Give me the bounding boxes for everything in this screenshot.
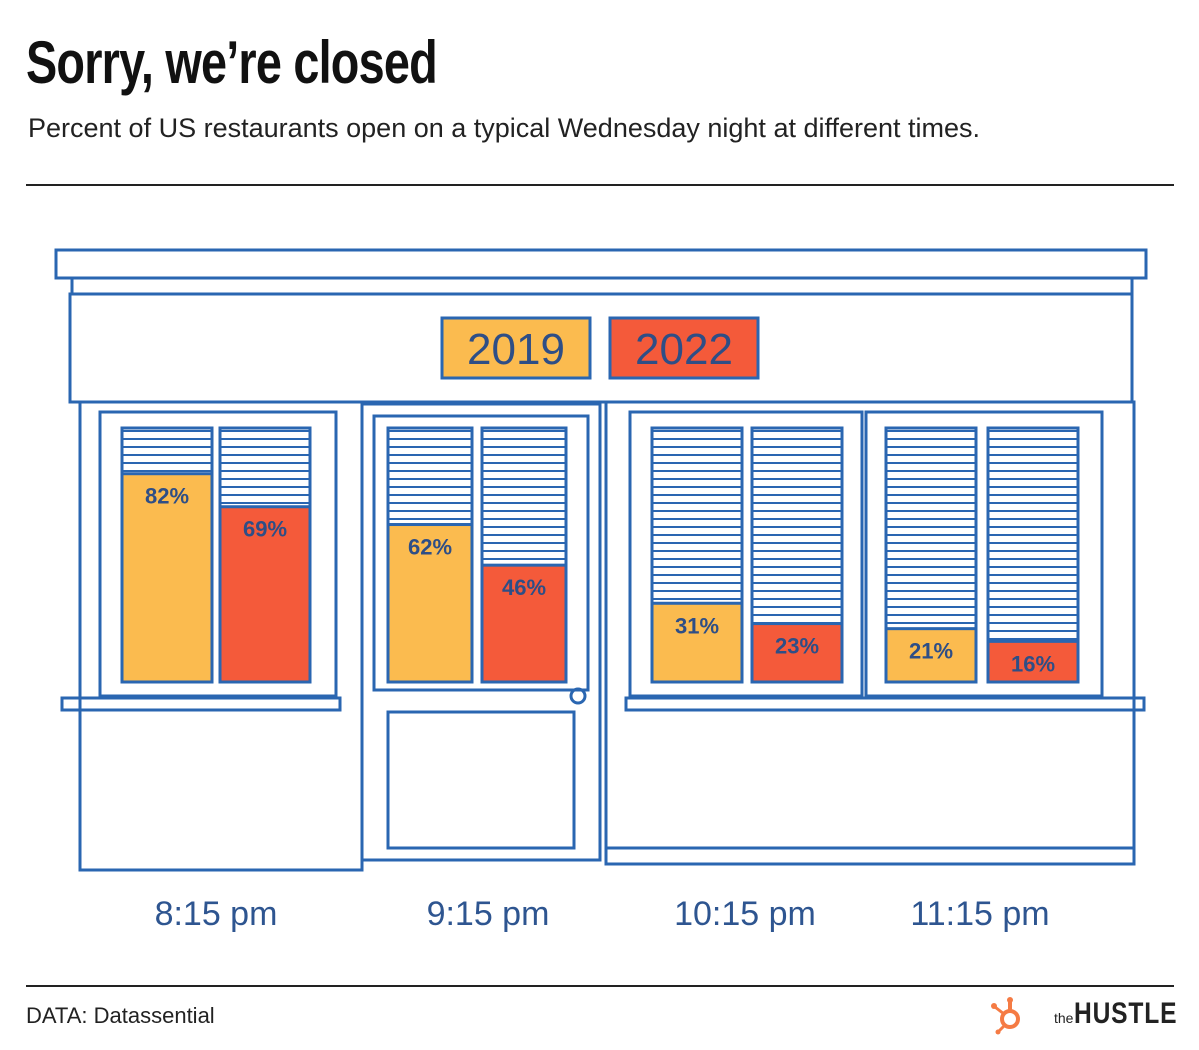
data-label-9-15-pm-2022: 46% bbox=[502, 575, 546, 600]
data-label-8-15-pm-2019: 82% bbox=[145, 484, 189, 509]
legend-swatch-2019 bbox=[440, 316, 592, 380]
roof-cornice bbox=[54, 248, 1148, 280]
roof-trim bbox=[70, 276, 1134, 296]
bottom-divider bbox=[26, 985, 1174, 987]
bar-marks: 82% 69% 62% 46% 31% 23% 21% 16% bbox=[120, 426, 1080, 684]
x-tick-label-10-15-pm: 10:15 pm bbox=[674, 895, 816, 933]
door-window-frame bbox=[372, 414, 590, 692]
x-tick-label-9-15-pm: 9:15 pm bbox=[427, 895, 550, 933]
bar-9-15-pm-2022 bbox=[480, 563, 568, 684]
hubspot-sprocket-icon bbox=[991, 997, 1020, 1035]
window-frame-right-a bbox=[628, 410, 864, 698]
sill-left bbox=[60, 696, 342, 712]
brand-name: HUSTLE bbox=[1074, 997, 1178, 1030]
window-frame-right-b bbox=[864, 410, 1104, 698]
data-label-11-15-pm-2022: 16% bbox=[1011, 651, 1055, 676]
data-label-8-15-pm-2022: 69% bbox=[243, 517, 287, 542]
door-lower-panel bbox=[386, 710, 576, 850]
legend-label-2019: 2019 bbox=[467, 325, 565, 374]
bar-11-15-pm-2022 bbox=[986, 639, 1080, 684]
window-frame-left bbox=[98, 410, 338, 698]
x-tick-label-8-15-pm: 8:15 pm bbox=[155, 895, 278, 933]
data-label-9-15-pm-2019: 62% bbox=[408, 535, 452, 560]
top-divider bbox=[26, 184, 1174, 186]
x-tick-label-11-15-pm: 11:15 pm bbox=[910, 895, 1049, 933]
x-axis-labels: 8:15 pm 9:15 pm 10:15 pm 11:15 pm bbox=[155, 895, 1050, 933]
bar-8-15-pm-2022 bbox=[218, 505, 312, 684]
facade-sign-band bbox=[68, 292, 1134, 404]
bar-10-15-pm-2022 bbox=[750, 622, 844, 684]
data-source: DATA: Datassential bbox=[26, 1003, 215, 1028]
data-label-10-15-pm-2019: 31% bbox=[675, 613, 719, 638]
chart-title: Sorry, we’re closed bbox=[26, 29, 438, 96]
legend-label-2022: 2022 bbox=[635, 325, 733, 374]
legend: 2019 2022 bbox=[440, 316, 760, 380]
bar-8-15-pm-2019 bbox=[120, 472, 214, 684]
data-label-11-15-pm-2019: 21% bbox=[909, 639, 953, 664]
brand-prefix: the bbox=[1054, 1010, 1074, 1026]
chart-subtitle: Percent of US restaurants open on a typi… bbox=[28, 113, 981, 143]
door-frame bbox=[360, 402, 602, 862]
bar-10-15-pm-2019 bbox=[650, 601, 744, 684]
bar-11-15-pm-2019 bbox=[884, 627, 978, 684]
window-pane-11-15-pm-2022 bbox=[986, 426, 1080, 684]
legend-swatch-2022 bbox=[608, 316, 760, 380]
data-label-10-15-pm-2022: 23% bbox=[775, 634, 819, 659]
storefront-building bbox=[54, 248, 1148, 872]
sill-right bbox=[624, 696, 1146, 712]
right-base bbox=[604, 846, 1136, 866]
brand-logo: the HUSTLE bbox=[988, 995, 1178, 1035]
door-knob bbox=[569, 687, 587, 705]
bar-9-15-pm-2019 bbox=[386, 523, 474, 684]
